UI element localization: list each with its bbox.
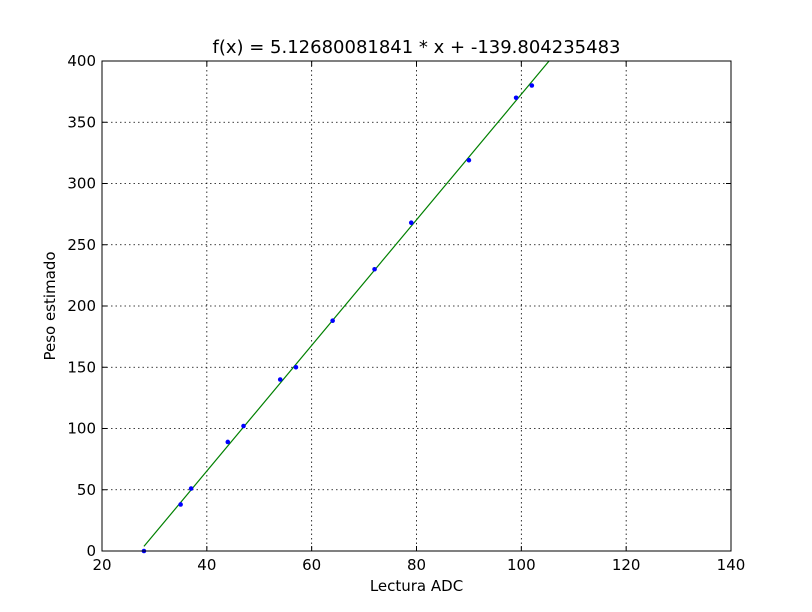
chart-title: f(x) = 5.12680081841 * x + -139.80423548… bbox=[213, 37, 621, 58]
data-point bbox=[225, 439, 231, 445]
fit-line-layer bbox=[143, 60, 550, 547]
y-tick-label: 400 bbox=[67, 52, 96, 70]
y-tick-label: 200 bbox=[67, 297, 96, 315]
x-tick-label: 20 bbox=[92, 556, 111, 574]
data-point bbox=[277, 377, 283, 382]
x-tick-label: 40 bbox=[197, 556, 216, 574]
data-point bbox=[372, 266, 377, 272]
y-axis-label: Peso estimado bbox=[41, 251, 59, 360]
x-tick-label: 140 bbox=[717, 556, 746, 574]
data-point bbox=[466, 157, 472, 163]
grid bbox=[102, 61, 731, 551]
data-point bbox=[241, 423, 246, 429]
x-tick-label: 60 bbox=[302, 556, 321, 574]
fit-line bbox=[143, 60, 550, 547]
x-axis-label: Lectura ADC bbox=[370, 577, 463, 595]
data-point bbox=[529, 83, 535, 88]
ticks: 20 40 60 80 100 120 140 0 50 100 150 200 250 300 350 40… bbox=[67, 52, 745, 574]
y-tick-label: 150 bbox=[67, 358, 96, 376]
data-point bbox=[188, 486, 194, 491]
y-tick-label: 300 bbox=[67, 175, 96, 193]
x-tick-label: 120 bbox=[612, 556, 641, 574]
y-tick-label: 350 bbox=[67, 113, 96, 131]
y-tick-label: 250 bbox=[67, 236, 96, 254]
data-point bbox=[178, 502, 183, 507]
x-tick-label: 80 bbox=[407, 556, 426, 574]
data-point bbox=[513, 95, 519, 101]
y-tick-label: 50 bbox=[77, 481, 96, 499]
y-tick-label: 0 bbox=[86, 542, 96, 560]
data-point bbox=[330, 318, 335, 324]
x-tick-label: 100 bbox=[507, 556, 536, 574]
data-point bbox=[408, 220, 414, 225]
data-point bbox=[293, 364, 299, 370]
y-tick-label: 100 bbox=[67, 420, 96, 438]
